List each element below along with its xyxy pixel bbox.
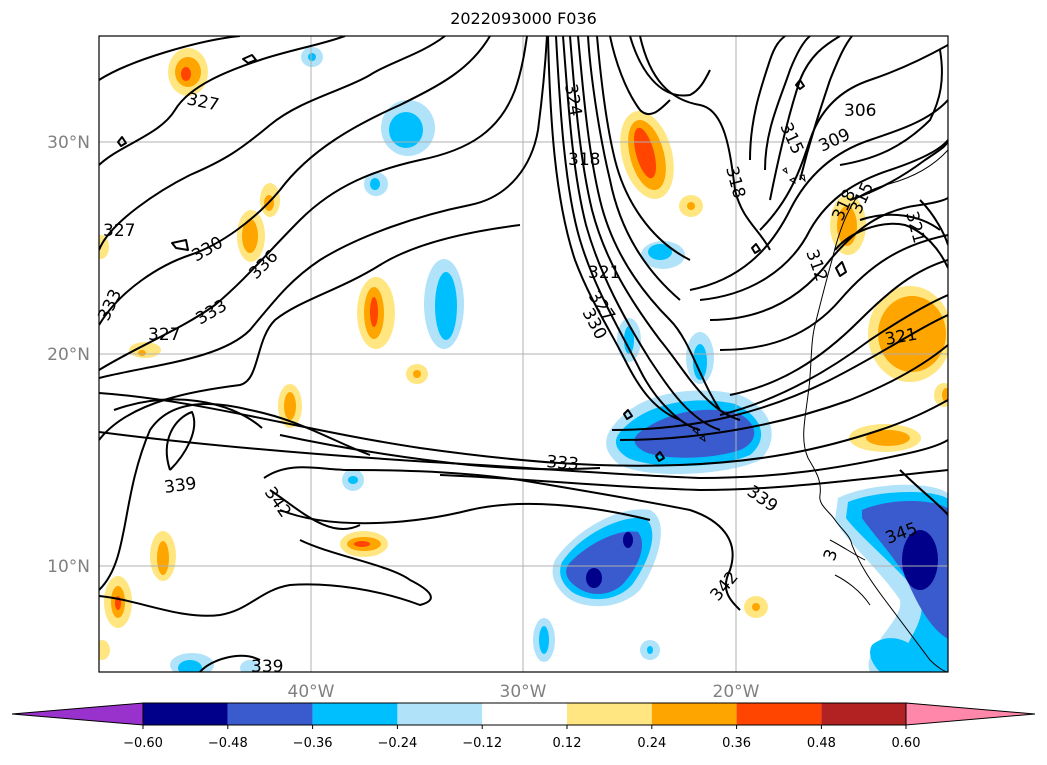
positive-anomaly-blob-nw — [168, 48, 208, 96]
map-title: 2022093000 F036 — [450, 9, 597, 28]
contour-labels: 327 327 330 333 333 327 336 324 318 321 … — [94, 82, 928, 677]
contour-label: 333 — [193, 296, 231, 330]
map-frame — [98, 35, 949, 673]
colorbar-swatch — [143, 703, 228, 725]
colorbar-swatch — [821, 703, 907, 725]
colorbar-swatch — [482, 703, 567, 725]
contour-label: 342 — [260, 483, 295, 521]
colorbar-swatch — [651, 703, 737, 725]
positive-anomaly-blob-ne — [620, 111, 768, 618]
coastline — [692, 149, 948, 672]
contour-label: 324 — [560, 82, 585, 117]
colorbar-tick-label: 0.60 — [892, 736, 921, 751]
colorbar-tick-label: −0.48 — [208, 736, 248, 751]
contour-label: 318 — [721, 164, 749, 201]
contour-label: 315 — [846, 179, 878, 217]
contour-label: 318 — [568, 150, 600, 170]
colorbar: −0.60 −0.48 −0.36 −0.24 −0.12 0.12 0.24 … — [11, 702, 1036, 751]
colorbar-swatch — [736, 703, 822, 725]
positive-anomaly-blob-w2 — [278, 364, 428, 428]
colorbar-swatch — [397, 703, 483, 725]
colorbar-swatch — [227, 703, 313, 725]
colorbar-tick-label: 0.12 — [553, 736, 582, 751]
contour-label: 342 — [707, 567, 743, 605]
lat-tick-label: 20°N — [47, 345, 90, 365]
contour-label: 306 — [844, 101, 876, 121]
negative-anomaly-blob-mid — [617, 241, 685, 362]
theta-e-contours — [99, 36, 948, 672]
contour-label: 327 — [103, 221, 135, 241]
contour-label: 309 — [816, 125, 854, 157]
contour-label: 327 — [185, 89, 221, 115]
colorbar-tick-label: −0.36 — [293, 736, 333, 751]
lon-tick-label: 20°W — [713, 682, 760, 702]
lat-tick-label: 30°N — [47, 133, 90, 153]
colorbar-tick-label: −0.24 — [377, 736, 417, 751]
lon-tick-label: 30°W — [500, 682, 547, 702]
negative-anomaly-blob-southeast — [835, 484, 948, 672]
colorbar-extend-high — [905, 702, 1036, 726]
negative-anomaly-blob-north — [301, 47, 435, 196]
negative-anomaly-blob-south — [170, 509, 661, 672]
positive-anomaly-blob-center — [357, 277, 395, 349]
colorbar-swatch — [312, 703, 398, 725]
colorbar-swatch — [567, 703, 652, 725]
colorbar-extend-low — [11, 702, 144, 726]
positive-anomaly-blob-east — [830, 195, 948, 452]
colorbar-tick-label: −0.60 — [123, 736, 163, 751]
axis-labels: 30°N 20°N 10°N 40°W 30°W 20°W — [47, 133, 760, 702]
contour-label: 3 — [820, 547, 842, 564]
colorbar-tick-label: 0.48 — [807, 736, 836, 751]
contour-label: 339 — [163, 474, 198, 498]
colorbar-tick-label: 0.36 — [722, 736, 751, 751]
contour-label: 339 — [251, 657, 283, 677]
contour-label: 321 — [588, 263, 620, 283]
colorbar-ticks — [142, 725, 907, 729]
contour-label: 327 — [148, 325, 180, 345]
colorbar-tick-label: −0.12 — [462, 736, 502, 751]
negative-anomaly-blob-center — [342, 259, 464, 491]
contour-label: 330 — [189, 233, 227, 267]
colorbar-tick-label: 0.24 — [637, 736, 666, 751]
contour-label: 333 — [546, 452, 580, 475]
contour-label: 312 — [801, 247, 831, 284]
positive-anomaly-blob-w1 — [237, 183, 280, 262]
lat-tick-label: 10°N — [47, 557, 90, 577]
map-grid — [99, 36, 948, 672]
lon-tick-label: 40°W — [288, 682, 335, 702]
contour-label: 321 — [901, 209, 929, 246]
positive-anomaly-blob-sw — [99, 531, 388, 660]
